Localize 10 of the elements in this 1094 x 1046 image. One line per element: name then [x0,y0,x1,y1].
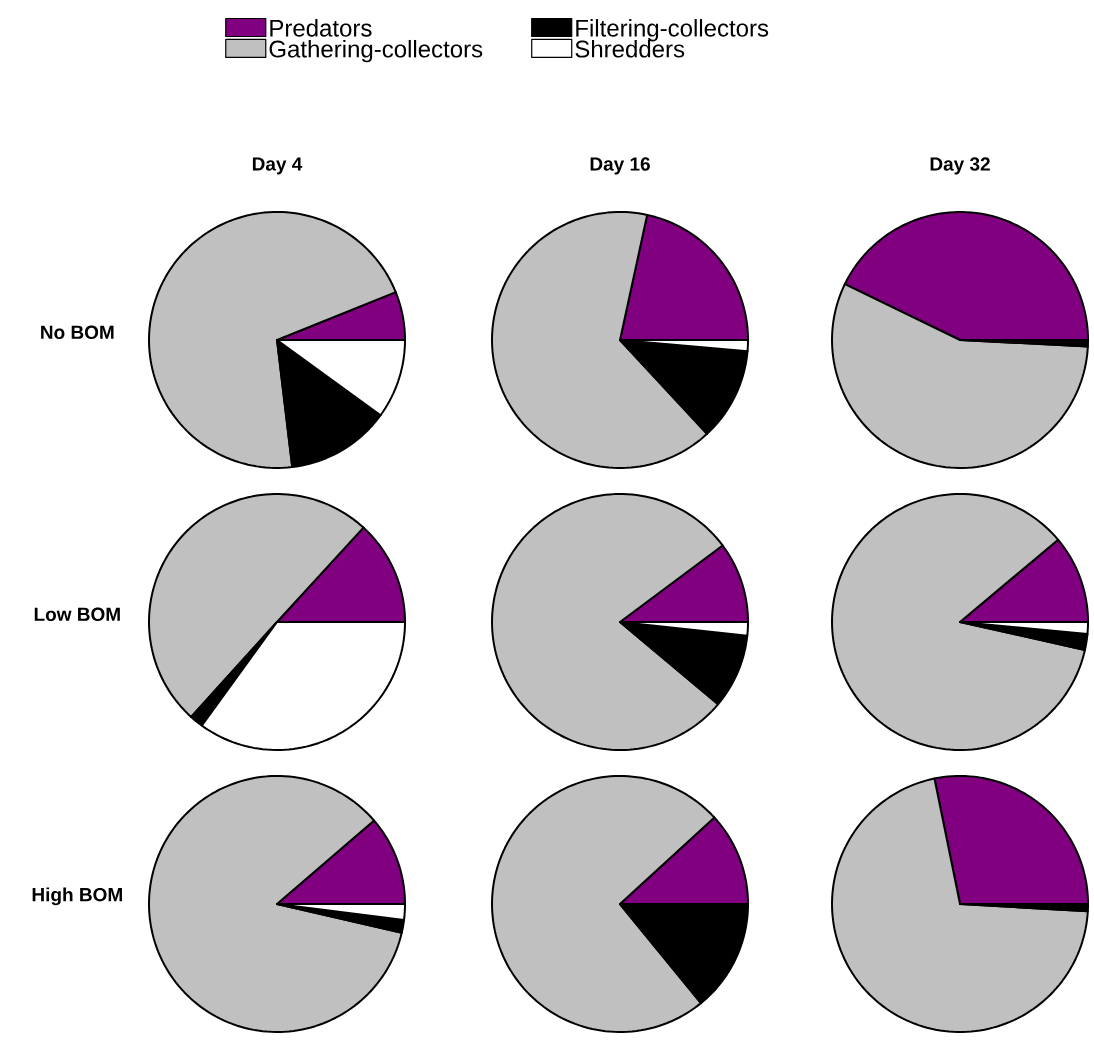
chart-title: Day 16 [590,157,650,175]
legend-label: Shredders [575,39,685,58]
text: High BOM [32,887,122,906]
legend-label: Predators [270,19,372,37]
chart-title: Day 32 [930,157,990,175]
text: No BOM [41,325,114,340]
text: Day 4 [252,157,303,175]
legend-label: Filtering-collectors [576,19,769,42]
legend-label: Gathering-collectors [269,39,483,63]
text: Low BOM [34,607,120,622]
